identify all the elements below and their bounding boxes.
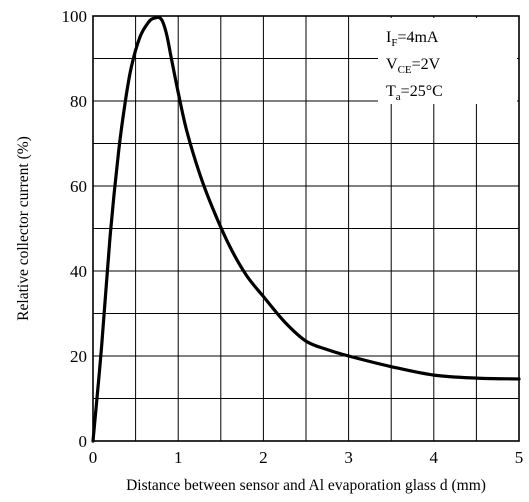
plot-frame [92,15,520,442]
condition-text: VCE=2V [386,56,441,76]
series-line [91,15,521,443]
x-tick-label: 4 [430,448,439,467]
x-tick-label: 2 [259,448,268,467]
x-tick-label: 1 [174,448,183,467]
x-tick-label: 3 [344,448,353,467]
conditions-box [378,18,517,104]
y-tick-label: 60 [70,177,87,196]
x-axis-label: Distance between sensor and Al evaporati… [126,477,486,494]
y-tick-label: 40 [70,262,87,281]
y-tick-label: 0 [79,432,88,451]
grid [93,16,519,441]
conditions-legend: IF=4mA VCE=2V Ta=25°C [386,29,443,103]
y-axis-label: Relative collector current (%) [15,136,32,321]
x-tick-label: 5 [515,448,524,467]
x-tick-labels: 0 1 2 3 4 5 [89,448,524,467]
condition-text: Ta=25°C [386,83,443,103]
y-tick-label: 80 [70,92,87,111]
x-tick-label: 0 [89,448,98,467]
y-tick-label: 20 [70,347,87,366]
y-tick-label: 100 [62,7,88,26]
condition-text: IF=4mA [386,29,439,49]
y-tick-labels: 0 20 40 60 80 100 [62,7,88,451]
